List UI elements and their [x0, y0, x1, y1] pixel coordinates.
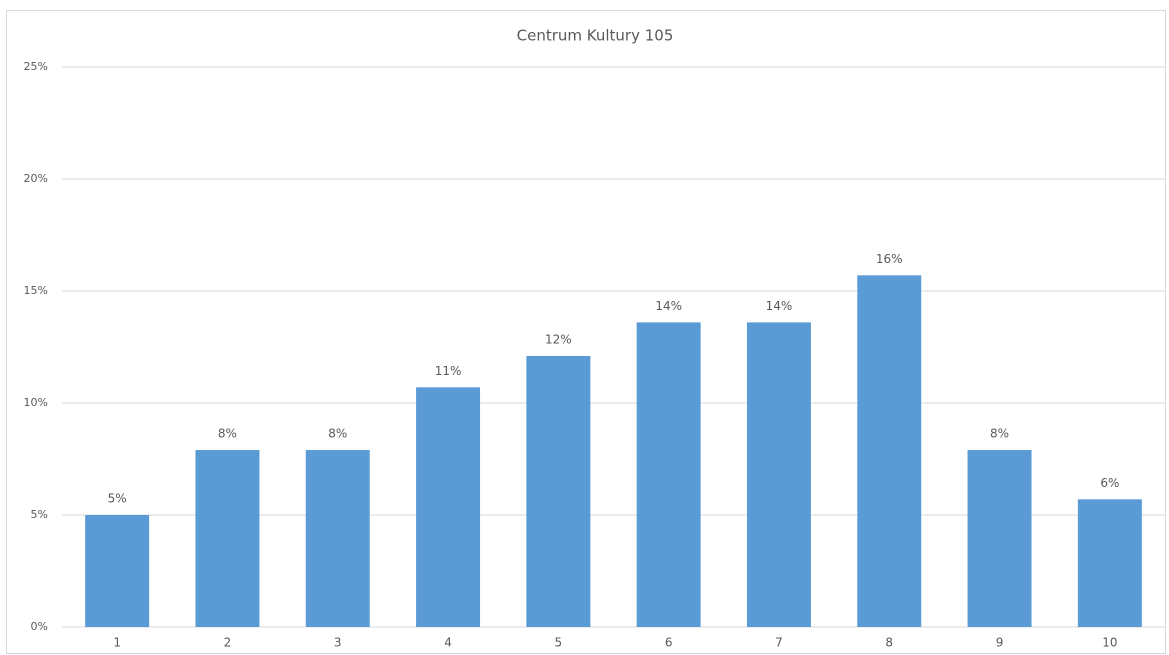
bar — [305, 450, 370, 627]
data-label: 14% — [655, 299, 682, 313]
x-tick-label: 9 — [996, 636, 1004, 650]
data-label: 6% — [1100, 476, 1119, 490]
bar — [526, 355, 591, 627]
bar — [195, 450, 260, 627]
x-tick-label: 2 — [224, 636, 232, 650]
bar — [746, 322, 811, 627]
y-tick-label: 5% — [31, 508, 48, 521]
x-tick-label: 7 — [775, 636, 783, 650]
y-tick-label: 15% — [24, 284, 48, 297]
bar — [416, 387, 481, 627]
x-tick-label: 1 — [113, 636, 121, 650]
bar — [636, 322, 701, 627]
y-tick-label: 0% — [31, 620, 48, 633]
y-tick-label: 10% — [24, 396, 48, 409]
data-label: 5% — [108, 492, 127, 506]
x-tick-label: 3 — [334, 636, 342, 650]
data-label: 8% — [218, 427, 237, 441]
bar — [967, 450, 1032, 627]
chart-title: Centrum Kultury 105 — [517, 27, 674, 45]
x-tick-label: 8 — [885, 636, 893, 650]
data-label: 14% — [766, 299, 793, 313]
data-label: 8% — [328, 427, 347, 441]
x-tick-label: 6 — [665, 636, 673, 650]
y-tick-label: 20% — [24, 172, 48, 185]
data-label: 12% — [545, 332, 572, 346]
y-tick-label: 25% — [24, 60, 48, 73]
bar — [857, 275, 922, 627]
data-label: 8% — [990, 427, 1009, 441]
x-tick-label: 10 — [1102, 636, 1117, 650]
data-label: 11% — [435, 364, 462, 378]
x-tick-label: 4 — [444, 636, 452, 650]
data-label: 16% — [876, 252, 903, 266]
bar — [85, 515, 150, 627]
bar — [1077, 499, 1142, 627]
x-tick-label: 5 — [555, 636, 563, 650]
